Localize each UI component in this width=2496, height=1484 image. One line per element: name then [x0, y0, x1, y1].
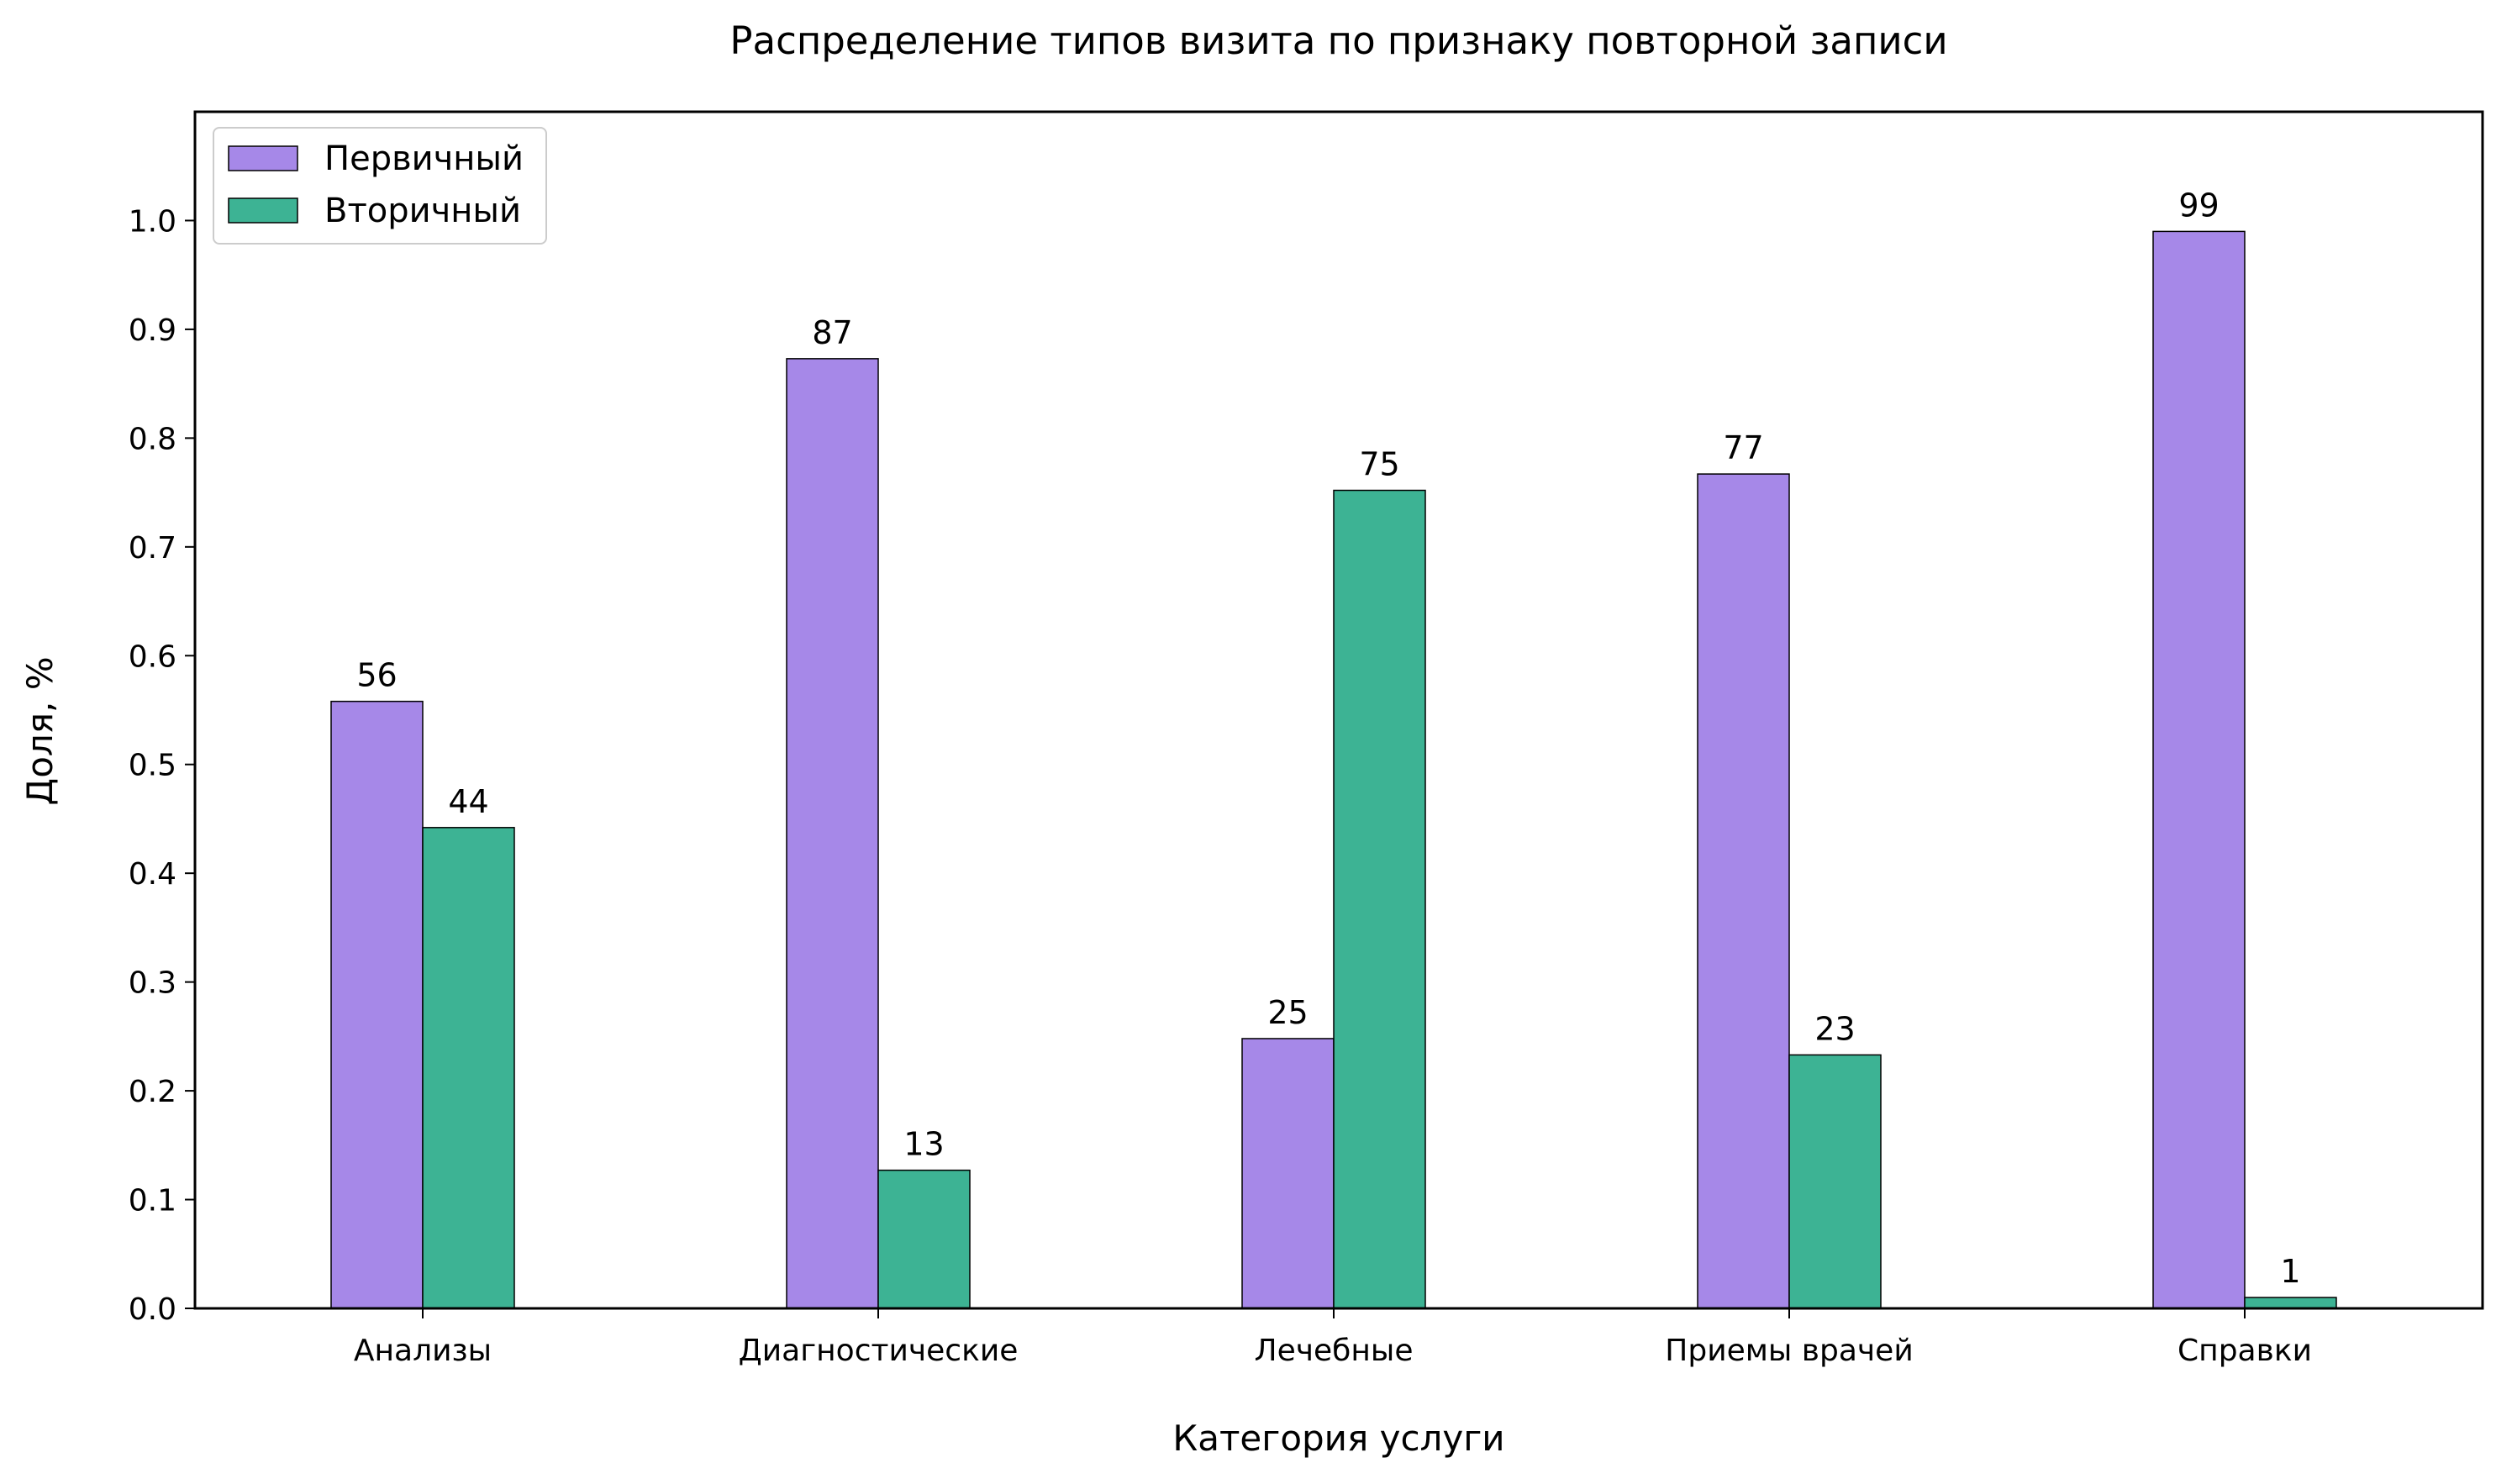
- data-label-secondary-3: 23: [1814, 1010, 1855, 1047]
- legend-swatch-secondary: [228, 197, 298, 224]
- bar-primary-1: [786, 358, 879, 1309]
- x-tick-label: Справки: [2177, 1334, 2312, 1368]
- bar-primary-2: [1241, 1038, 1335, 1309]
- y-tick-label: 1.0: [129, 204, 176, 239]
- y-tick-label: 0.5: [129, 749, 176, 783]
- data-label-secondary-1: 13: [903, 1126, 944, 1163]
- y-axis-ticks: 0.0 0.1 0.2 0.3 0.4 0.5 0.6 0.7 0.8 0.9 1.0: [129, 204, 195, 1327]
- y-tick-label: 0.4: [129, 857, 176, 892]
- chart-title: Распределение типов визита по признаку п…: [729, 18, 1947, 63]
- x-axis-label: Категория услуги: [1172, 1418, 1504, 1459]
- y-tick-label: 0.7: [129, 531, 176, 566]
- plot-frame: [193, 110, 2484, 1310]
- data-label-secondary-0: 44: [448, 783, 488, 820]
- x-tick-label: Приемы врачей: [1665, 1334, 1913, 1368]
- y-tick-label: 0.3: [129, 966, 176, 1001]
- bar-secondary-1: [877, 1169, 971, 1309]
- data-label-secondary-4: 1: [2280, 1253, 2300, 1290]
- data-label-primary-2: 25: [1267, 994, 1308, 1031]
- y-tick-label: 0.2: [129, 1075, 176, 1109]
- y-tick-label: 0.6: [129, 639, 176, 674]
- data-labels-group: 56 87 25 77 99 44 13 75 23 1: [356, 187, 2300, 1290]
- data-label-primary-0: 56: [356, 657, 397, 694]
- x-tick-label: Анализы: [354, 1334, 492, 1368]
- legend-swatch-primary: [228, 145, 298, 171]
- bars-group: [330, 230, 2337, 1309]
- data-label-secondary-2: 75: [1359, 446, 1399, 483]
- x-tick-label: Диагностические: [739, 1334, 1019, 1368]
- bar-secondary-3: [1788, 1054, 1882, 1309]
- x-axis-ticks: Анализы Диагностические Лечебные Приемы вра…: [354, 1308, 2312, 1368]
- y-tick-label: 0.1: [129, 1184, 176, 1218]
- data-label-primary-3: 77: [1723, 429, 1763, 466]
- bar-secondary-2: [1333, 489, 1426, 1309]
- data-label-primary-1: 87: [812, 314, 852, 351]
- legend: Первичный Вторичный: [213, 127, 547, 245]
- x-tick-label: Лечебные: [1255, 1334, 1414, 1368]
- y-tick-label: 0.9: [129, 313, 176, 348]
- bar-primary-4: [2152, 230, 2246, 1309]
- legend-label-secondary: Вторичный: [324, 192, 521, 230]
- data-label-primary-4: 99: [2178, 187, 2219, 224]
- bar-secondary-4: [2244, 1297, 2337, 1309]
- bar-primary-0: [330, 700, 424, 1309]
- bar-primary-3: [1697, 473, 1790, 1309]
- y-axis-label: Доля, %: [19, 656, 61, 805]
- bar-secondary-0: [422, 827, 515, 1309]
- y-tick-label: 0.0: [129, 1292, 176, 1327]
- y-tick-label: 0.8: [129, 422, 176, 456]
- legend-label-primary: Первичный: [324, 139, 524, 178]
